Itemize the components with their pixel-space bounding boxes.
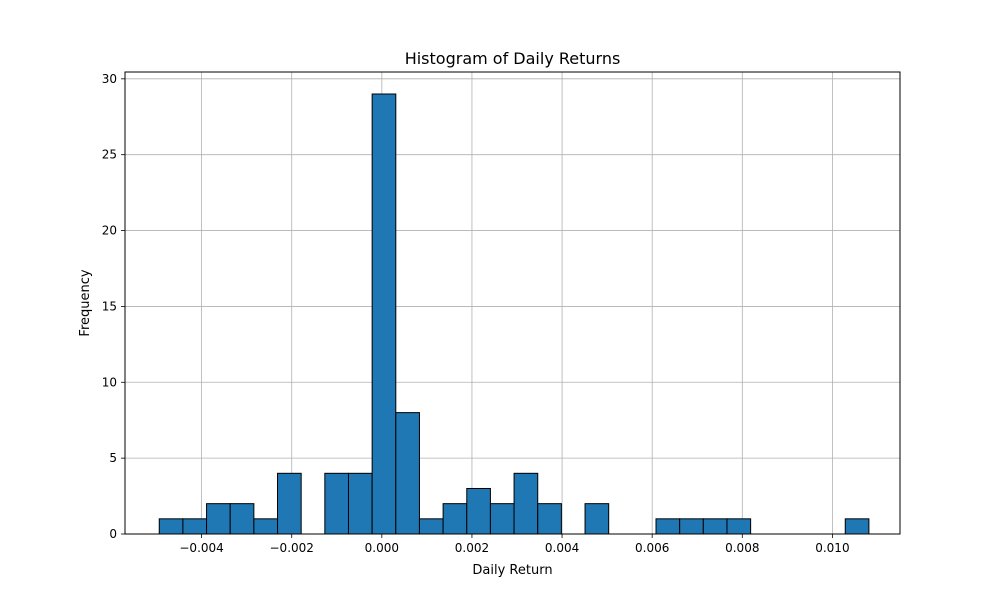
histogram-bar [702,518,728,535]
histogram-bar [537,503,562,535]
histogram-bar [418,518,444,535]
y-tick-label: 30 [102,72,117,86]
histogram-bar [229,503,255,535]
histogram-bar [726,518,752,535]
chart-title: Histogram of Daily Returns [405,49,621,68]
histogram-bar [324,472,349,535]
x-tick-label: −0.002 [270,541,314,555]
plot-frame [124,71,901,535]
y-axis-label: Frequency [78,269,93,336]
x-tick-label: 0.000 [365,541,399,555]
histogram-bar [182,518,208,535]
x-tick-label: 0.004 [545,541,579,555]
x-axis-label: Daily Return [472,563,552,578]
histogram-bar [277,472,302,535]
x-tick-label: −0.004 [179,541,223,555]
histogram-bar [206,503,231,535]
axis-ticks: −0.004 −0.002 0.000 0.002 0.004 0.006 0.008 0.0… [102,72,850,555]
histogram-bar [442,503,468,535]
histogram-bar [347,472,373,535]
y-tick-label: 5 [109,451,117,465]
histogram-bar [844,518,870,535]
x-tick-label: 0.002 [455,541,489,555]
histogram-bar [584,503,610,535]
x-tick-label: 0.008 [725,541,759,555]
histogram-bar [253,518,279,535]
y-tick-label: 0 [109,527,117,541]
histogram-bar [466,487,491,535]
histogram-bar [158,518,184,535]
x-tick-label: 0.006 [635,541,669,555]
x-tick-label: 0.010 [815,541,849,555]
histogram-bar [371,93,397,535]
y-tick-label: 20 [102,224,117,238]
histogram-bar [489,503,515,535]
histogram-bar [513,472,539,535]
histogram-bar [395,412,420,535]
y-tick-label: 15 [102,299,117,313]
y-tick-label: 10 [102,375,117,389]
histogram-bar [679,518,704,535]
y-tick-label: 25 [102,148,117,162]
histogram-bar [655,518,681,535]
